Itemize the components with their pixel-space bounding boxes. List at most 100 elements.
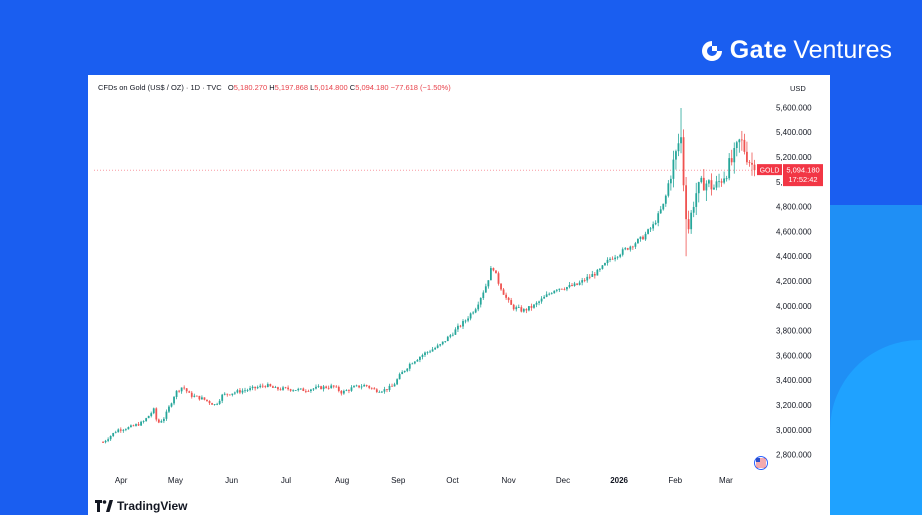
candle-body <box>464 320 467 322</box>
candle-body <box>720 181 723 183</box>
candle-body <box>735 142 738 148</box>
candle-body <box>431 349 434 352</box>
candle-body <box>631 246 634 248</box>
candle-body <box>294 390 297 391</box>
x-tick-label: Sep <box>391 476 406 485</box>
currency-label[interactable]: USD <box>790 84 806 93</box>
candle-body <box>193 395 196 397</box>
candle-body <box>170 403 173 407</box>
candle-body <box>218 400 221 404</box>
candle-body <box>419 356 421 360</box>
gate-ventures-logo: Gate Ventures <box>700 36 892 65</box>
price-tag-price: 5,094.180 <box>786 166 819 175</box>
candle-body <box>132 425 135 427</box>
candle-body <box>231 393 234 395</box>
candle-body <box>310 389 312 392</box>
candle-body <box>500 283 502 290</box>
candle-body <box>223 393 226 395</box>
candle-body <box>370 387 373 389</box>
candle-body <box>591 274 594 277</box>
candle-body <box>213 404 216 406</box>
price-tag-countdown: 17:52:42 <box>788 175 817 184</box>
x-tick-label: Apr <box>115 476 128 485</box>
candle-body <box>715 181 718 188</box>
candle-body <box>535 302 538 305</box>
candle-body <box>211 403 213 405</box>
candle-body <box>109 435 112 440</box>
candle-body <box>198 395 201 400</box>
candle-body <box>573 283 576 286</box>
candle-body <box>728 158 731 179</box>
candle-body <box>150 413 153 416</box>
candle-body <box>403 370 406 373</box>
candle-body <box>271 386 274 388</box>
candle-body <box>383 389 386 392</box>
y-tick-label: 3,200.000 <box>776 401 812 410</box>
candle-body <box>332 385 335 387</box>
candle-body <box>396 379 399 385</box>
candle-body <box>299 388 302 390</box>
candle-body <box>330 385 333 389</box>
candle-body <box>553 290 556 294</box>
candle-body <box>700 177 703 183</box>
y-tick-label: 4,200.000 <box>776 277 812 286</box>
tradingview-text: TradingView <box>117 499 188 513</box>
candle-body <box>576 283 578 285</box>
candle-body <box>441 341 444 345</box>
candle-body <box>254 386 257 389</box>
candle-body <box>647 229 649 234</box>
candle-body <box>157 419 160 423</box>
candle-body <box>596 269 599 276</box>
candle-body <box>201 397 203 400</box>
candle-body <box>682 137 685 186</box>
candle-body <box>601 265 604 269</box>
candle-body <box>583 280 586 281</box>
candle-body <box>117 429 120 433</box>
candle-body <box>162 418 165 422</box>
candle-body <box>244 390 246 392</box>
price-chart[interactable]: 5,600.0005,400.0005,200.0005,000.0004,80… <box>88 75 830 515</box>
candle-body <box>350 387 353 391</box>
candle-body <box>297 388 300 391</box>
candle-body <box>401 372 404 375</box>
candle-body <box>378 391 381 393</box>
candle-body <box>606 259 609 264</box>
candle-body <box>160 421 163 423</box>
candle-body <box>619 254 622 257</box>
candle-body <box>740 139 743 141</box>
candle-body <box>424 352 426 356</box>
candle-body <box>457 325 459 330</box>
candle-body <box>449 335 452 337</box>
candle-body <box>411 363 414 365</box>
candle-body <box>256 387 259 389</box>
candle-body <box>626 248 629 250</box>
x-tick-label: Dec <box>556 476 570 485</box>
candle-body <box>644 233 647 240</box>
candle-body <box>373 388 376 390</box>
candle-body <box>292 390 295 392</box>
candle-body <box>226 393 229 395</box>
candle-body <box>477 304 480 310</box>
candle-body <box>102 442 104 443</box>
candle-body <box>621 249 624 255</box>
x-tick-label: Nov <box>502 476 516 485</box>
candle-body <box>664 195 667 204</box>
symbol-title: CFDs on Gold (US$ / OZ) · 1D · TVC <box>98 83 222 92</box>
y-tick-label: 4,000.000 <box>776 302 812 311</box>
candle-body <box>233 392 236 394</box>
candle-body <box>140 421 142 426</box>
candle-body <box>642 236 644 240</box>
candle-body <box>697 182 700 194</box>
candle-body <box>639 236 642 239</box>
chart-legend: CFDs on Gold (US$ / OZ) · 1D · TVC O5,18… <box>98 83 451 92</box>
candle-body <box>451 334 454 336</box>
candle-body <box>713 187 715 190</box>
candle-body <box>482 292 485 298</box>
candle-body <box>743 139 746 152</box>
candle-body <box>723 178 726 183</box>
candle-body <box>705 183 708 191</box>
candle-body <box>692 206 695 213</box>
tradingview-logo[interactable]: TradingView <box>95 499 187 513</box>
candle-body <box>550 293 553 295</box>
candle-body <box>467 318 469 321</box>
